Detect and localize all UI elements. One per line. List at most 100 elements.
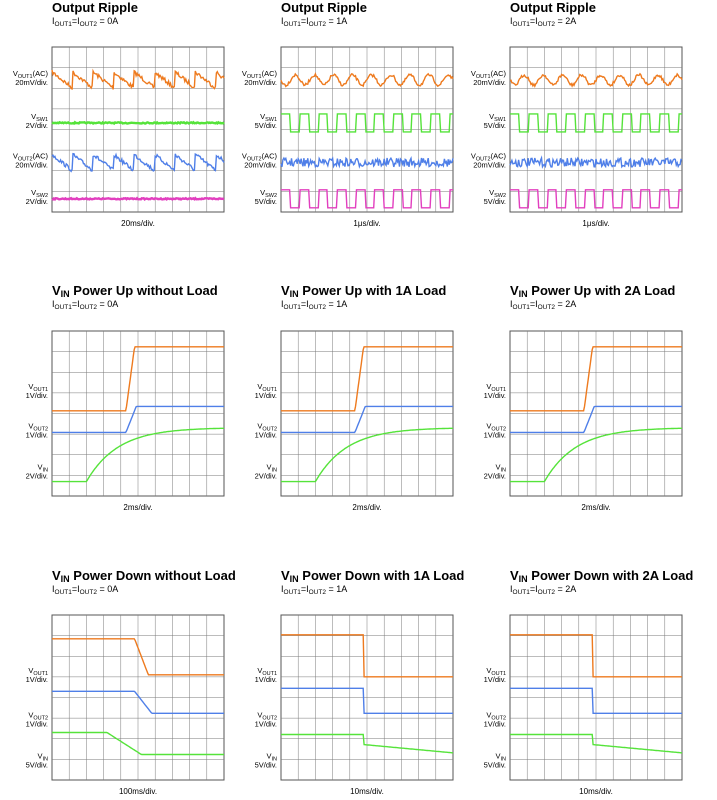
panel-condition: IOUT1=IOUT2 = 1A [281, 584, 347, 596]
trace-out2 [510, 405, 682, 434]
channel-scale: 5V/div. [26, 761, 48, 770]
channel-scale: 20mV/div. [15, 161, 48, 170]
channel-label: VSW1 [31, 112, 48, 123]
panel-title: VIN Power Down with 1A Load [281, 568, 464, 584]
channel-label: VOUT2(AC) [13, 152, 49, 163]
panel-title: Output Ripple [281, 0, 367, 15]
channel-label: VOUT2(AC) [471, 152, 507, 163]
channel-label: VSW2 [489, 188, 506, 199]
channel-scale: 1V/div. [26, 675, 48, 684]
channel-label: VOUT1 [486, 666, 506, 677]
trace-out1 [280, 71, 454, 88]
channel-scale: 2V/div. [255, 472, 277, 481]
channel-label: VOUT2 [486, 710, 506, 721]
channel-scale: 2V/div. [26, 121, 48, 130]
trace-out2 [52, 690, 224, 714]
channel-label: VIN [495, 752, 506, 763]
panel-title: VIN Power Up with 1A Load [281, 283, 446, 299]
time-scale: 2ms/div. [123, 503, 152, 512]
panel-title: VIN Power Up with 2A Load [510, 283, 675, 299]
channel-label: VOUT2(AC) [242, 152, 278, 163]
trace-out1 [509, 72, 683, 89]
trace-out2 [281, 687, 453, 714]
channel-scale: 20mV/div. [244, 161, 277, 170]
trace-out1 [510, 346, 682, 412]
channel-label: VSW2 [31, 188, 48, 199]
channel-label: VSW1 [489, 112, 506, 123]
channel-label: VSW1 [260, 112, 277, 123]
channel-scale: 1V/div. [255, 719, 277, 728]
channel-label: VOUT2 [28, 421, 48, 432]
channel-scale: 20mV/div. [244, 78, 277, 87]
time-scale: 10ms/div. [579, 787, 613, 796]
channel-scale: 5V/div. [255, 121, 277, 130]
channel-scale: 1V/div. [26, 719, 48, 728]
trace-in [52, 731, 224, 756]
trace-sw1 [510, 113, 682, 133]
channel-scale: 1V/div. [26, 391, 48, 400]
trace-sw2 [510, 189, 682, 209]
time-scale: 10ms/div. [350, 787, 384, 796]
trace-out2 [510, 687, 682, 714]
channel-scale: 5V/div. [255, 761, 277, 770]
channel-label: VOUT2 [486, 421, 506, 432]
trace-in [510, 733, 683, 754]
channel-scale: 2V/div. [484, 472, 506, 481]
trace-out2 [509, 155, 683, 169]
channel-label: VOUT1 [257, 666, 277, 677]
trace-in [510, 427, 682, 483]
channel-label: VOUT2 [257, 421, 277, 432]
channel-label: VOUT1 [28, 382, 48, 393]
panel-condition: IOUT1=IOUT2 = 2A [510, 16, 576, 28]
panel-title: VIN Power Down without Load [52, 568, 236, 584]
channel-scale: 1V/div. [26, 430, 48, 439]
trace-out2 [51, 152, 225, 173]
channel-scale: 5V/div. [484, 197, 506, 206]
channel-scale: 20mV/div. [473, 161, 506, 170]
channel-scale: 1V/div. [484, 430, 506, 439]
channel-label: VOUT1(AC) [242, 69, 278, 80]
trace-out2 [52, 405, 224, 434]
channel-label: VIN [266, 752, 277, 763]
channel-scale: 20mV/div. [473, 78, 506, 87]
channel-label: VIN [37, 463, 48, 474]
panel-condition: IOUT1=IOUT2 = 1A [281, 16, 347, 28]
trace-sw1 [51, 120, 225, 126]
panel-title: VIN Power Down with 2A Load [510, 568, 693, 584]
channel-scale: 20mV/div. [15, 78, 48, 87]
channel-scale: 5V/div. [484, 121, 506, 130]
channel-label: VOUT1(AC) [13, 69, 49, 80]
channel-label: VIN [495, 463, 506, 474]
channel-scale: 1V/div. [255, 675, 277, 684]
channel-label: VOUT1 [28, 666, 48, 677]
panel-condition: IOUT1=IOUT2 = 2A [510, 299, 576, 311]
trace-out1 [510, 634, 682, 678]
channel-scale: 1V/div. [255, 430, 277, 439]
time-scale: 2ms/div. [352, 503, 381, 512]
trace-out1 [52, 346, 224, 412]
time-scale: 1μs/div. [582, 219, 609, 228]
panel-condition: IOUT1=IOUT2 = 0A [52, 299, 118, 311]
trace-out2 [280, 156, 454, 169]
channel-label: VSW2 [260, 188, 277, 199]
channel-scale: 2V/div. [26, 472, 48, 481]
panel-title: VIN Power Up without Load [52, 283, 218, 299]
channel-label: VOUT1(AC) [471, 69, 507, 80]
trace-out1 [281, 346, 453, 412]
trace-sw2 [51, 196, 225, 202]
trace-in [52, 427, 224, 483]
channel-scale: 1V/div. [255, 391, 277, 400]
trace-out1 [51, 68, 225, 90]
panel-title: Output Ripple [510, 0, 596, 15]
channel-scale: 5V/div. [484, 761, 506, 770]
trace-sw1 [281, 113, 453, 133]
channel-scale: 2V/div. [26, 197, 48, 206]
time-scale: 100ms/div. [119, 787, 157, 796]
